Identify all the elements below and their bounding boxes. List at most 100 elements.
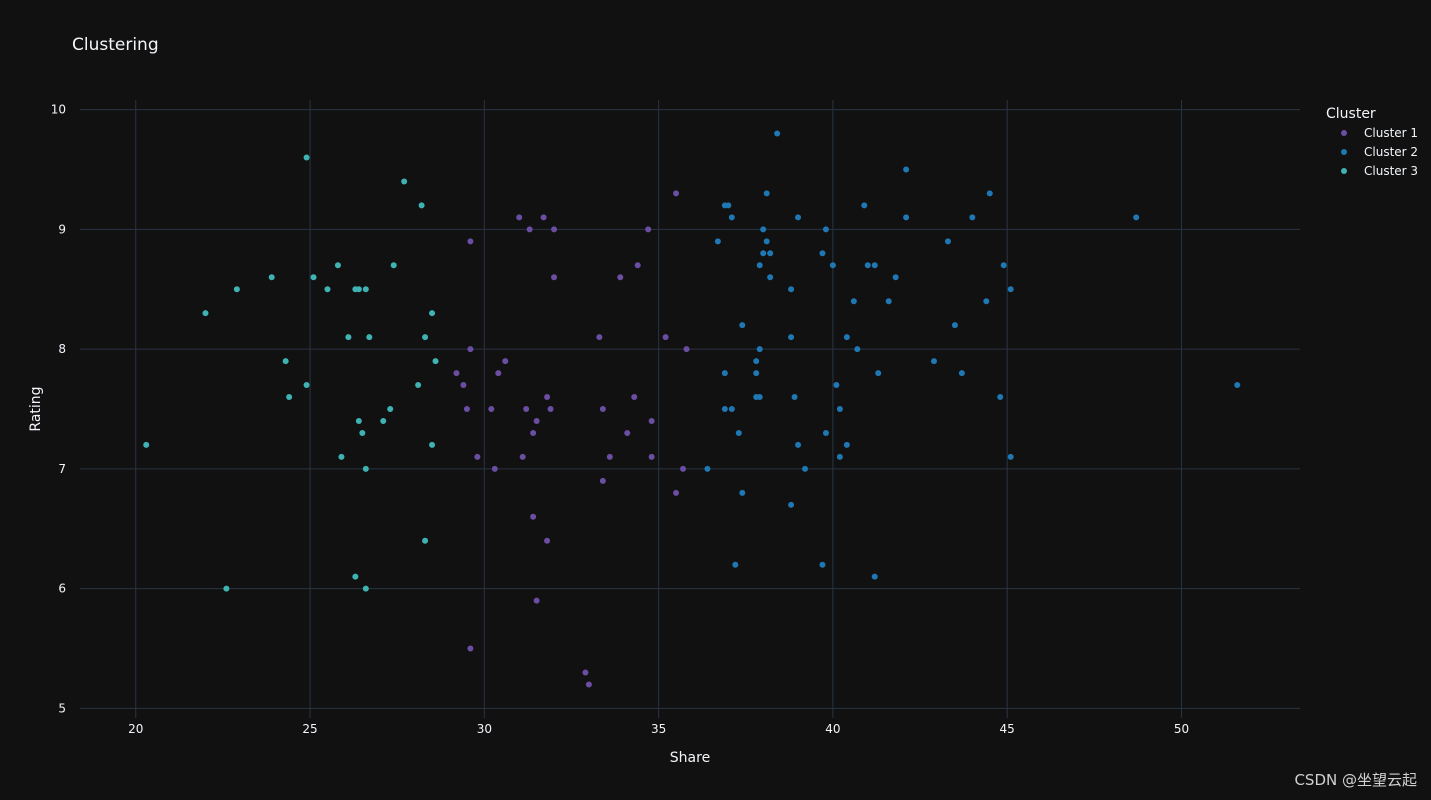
scatter-point <box>338 453 345 460</box>
scatter-point <box>418 202 425 209</box>
scatter-point <box>303 154 310 161</box>
chart-title: Clustering <box>72 35 159 55</box>
scatter-point <box>502 358 509 365</box>
x-axis-label: Share <box>670 750 710 766</box>
scatter-point <box>516 214 523 221</box>
scatter-point <box>728 214 735 221</box>
scatter-point <box>324 286 331 293</box>
scatter-point <box>523 406 530 412</box>
scatter-point <box>582 669 589 676</box>
scatter-point <box>721 406 728 412</box>
scatter-point <box>467 645 474 652</box>
scatter-point <box>721 370 728 377</box>
scatter-point <box>551 274 558 281</box>
scatter-point <box>495 370 502 377</box>
scatter-point <box>596 334 603 341</box>
scatter-point <box>355 417 362 424</box>
legend-item[interactable]: Cluster 2 <box>1341 145 1418 159</box>
watermark: CSDN @坐望云起 <box>1294 771 1417 789</box>
legend-item[interactable]: Cluster 3 <box>1341 164 1418 178</box>
scatter-point <box>756 394 763 401</box>
scatter-point <box>843 334 850 341</box>
scatter-point <box>714 238 721 245</box>
scatter-point <box>683 346 690 353</box>
scatter-point <box>760 250 767 257</box>
scatter-point <box>599 406 606 412</box>
scatter-point <box>885 298 892 305</box>
scatter-point <box>829 262 836 269</box>
x-tick-label: 30 <box>477 722 492 736</box>
scatter-point <box>303 382 310 389</box>
y-axis-ticks: 5 6 7 8 9 10 <box>51 103 66 716</box>
scatter-point <box>850 298 857 305</box>
scatter-point <box>540 214 547 221</box>
y-tick-label: 8 <box>58 342 66 356</box>
scatter-point <box>362 286 369 293</box>
y-tick-label: 5 <box>58 701 66 715</box>
y-tick-label: 9 <box>58 222 66 236</box>
scatter-point <box>310 274 317 281</box>
x-tick-label: 45 <box>1000 722 1015 736</box>
scatter-point <box>951 322 958 329</box>
scatter-point <box>836 406 843 412</box>
scatter-point <box>767 250 774 257</box>
legend[interactable]: Cluster Cluster 1 Cluster 2 Cluster 3 <box>1326 106 1418 178</box>
scatter-point <box>474 453 481 460</box>
scatter-point <box>986 190 993 197</box>
scatter-point <box>958 370 965 377</box>
scatter-point <box>491 465 498 472</box>
scatter-point <box>530 513 537 520</box>
scatter-point <box>233 286 240 293</box>
scatter-point <box>544 537 551 544</box>
scatter-point <box>585 681 592 688</box>
legend-item[interactable]: Cluster 1 <box>1341 126 1418 140</box>
scatter-point <box>422 537 429 544</box>
scatter-point <box>533 417 540 424</box>
scatter-point <box>380 417 387 424</box>
scatter-point <box>519 453 526 460</box>
scatter-point <box>871 573 878 580</box>
scatter-point <box>606 453 613 460</box>
scatter-point <box>756 346 763 353</box>
scatter-point <box>795 214 802 221</box>
scatter-point <box>822 429 829 436</box>
legend-label: Cluster 2 <box>1364 145 1418 159</box>
scatter-point <box>355 286 362 293</box>
scatter-point <box>617 274 624 281</box>
scatter-point <box>143 441 150 448</box>
scatter-point <box>460 382 467 389</box>
legend-label: Cluster 1 <box>1364 126 1418 140</box>
legend-title: Cluster <box>1326 106 1376 122</box>
scatter-point <box>704 465 711 472</box>
scatter-point <box>802 465 809 472</box>
scatter-point <box>467 346 474 353</box>
scatter-point <box>903 166 910 173</box>
data-points <box>143 130 1241 688</box>
scatter-point <box>202 310 209 317</box>
scatter-point <box>1000 262 1007 269</box>
scatter-point <box>673 489 680 496</box>
scatter-point <box>662 334 669 341</box>
scatter-point <box>544 394 551 401</box>
scatter-point <box>599 477 606 484</box>
scatter-point <box>725 202 732 209</box>
scatter-point <box>432 358 439 365</box>
y-tick-label: 10 <box>51 103 66 117</box>
scatter-point <box>788 334 795 341</box>
scatter-point <box>931 358 937 365</box>
scatter-point <box>843 441 850 448</box>
scatter-point <box>390 262 397 269</box>
scatter-point <box>892 274 899 281</box>
scatter-point <box>753 358 760 365</box>
x-axis-ticks: 20 25 30 35 40 45 50 <box>128 722 1189 736</box>
scatter-point <box>739 322 746 329</box>
scatter-point <box>362 585 369 592</box>
scatter-point <box>422 334 429 341</box>
x-tick-label: 35 <box>651 722 666 736</box>
scatter-point <box>735 429 742 436</box>
scatter-point <box>488 406 495 412</box>
scatter-point <box>983 298 990 305</box>
scatter-point <box>680 465 687 472</box>
